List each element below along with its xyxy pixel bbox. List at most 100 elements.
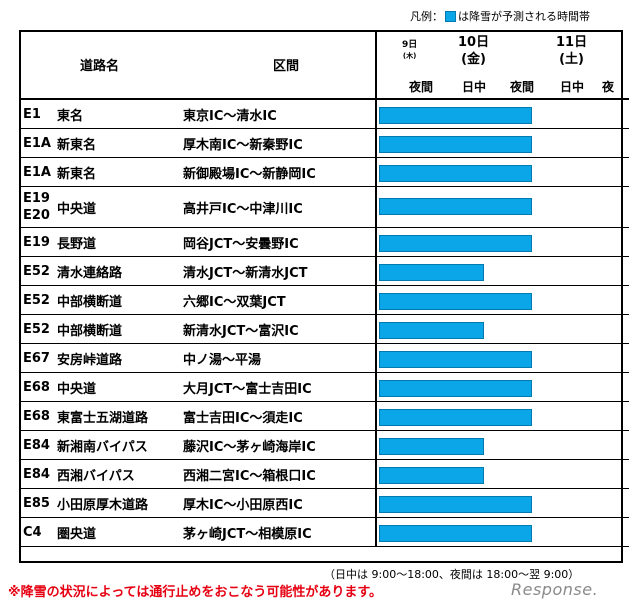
header-day10-weekday: (金) xyxy=(461,52,486,67)
table-row: E85 小田原厚木道路 厚木IC～小田原西IC xyxy=(19,488,629,518)
table-row: C4 圏央道 茅ヶ崎JCT～相模原IC xyxy=(19,517,629,547)
route-code: E84 xyxy=(19,430,57,460)
header-day11: 11日 (土) xyxy=(556,34,587,68)
snow-timeline-cell xyxy=(375,285,629,315)
snow-timeline-cell xyxy=(375,128,629,158)
route-code-text: E1A xyxy=(23,135,51,151)
road-name: 長野道 xyxy=(57,227,183,257)
road-name: 新東名 xyxy=(57,128,183,158)
snow-timeline-cell xyxy=(375,430,629,460)
table-row: E52 中部横断道 六郷IC～双葉JCT xyxy=(19,285,629,315)
road-section: 厚木南IC～新秦野IC xyxy=(183,128,376,158)
route-code-text: E19 xyxy=(23,191,50,206)
road-section: 新清水JCT～富沢IC xyxy=(183,314,376,344)
header-row xyxy=(19,30,629,100)
road-name: 東富士五湖道路 xyxy=(57,401,183,431)
route-code-text-secondary: E20 xyxy=(23,208,50,223)
table-row: E19 E20 中央道 高井戸IC～中津川IC xyxy=(19,186,629,228)
snow-timeline-cell xyxy=(375,256,629,286)
road-section: 中ノ湯～平湯 xyxy=(183,343,376,373)
snow-timeline-cell xyxy=(375,343,629,373)
route-code-text: E68 xyxy=(23,379,50,395)
road-name: 圏央道 xyxy=(57,517,183,547)
snow-timeline-cell xyxy=(375,314,629,344)
road-section: 六郷IC～双葉JCT xyxy=(183,285,376,315)
route-code: E19 xyxy=(19,227,57,257)
route-code: E84 xyxy=(19,459,57,489)
snow-timeline-cell xyxy=(375,401,629,431)
snow-timeline-cell xyxy=(375,517,629,547)
legend-prefix: 凡例： xyxy=(410,10,443,23)
snow-timeline-cell xyxy=(375,186,629,228)
road-section: 大月JCT～富士吉田IC xyxy=(183,372,376,402)
table-row: E84 新湘南バイパス 藤沢IC～茅ヶ崎海岸IC xyxy=(19,430,629,460)
snow-timeline-cell xyxy=(375,488,629,518)
snow-period-bar xyxy=(379,235,532,252)
route-code-text: E1A xyxy=(23,164,51,180)
road-name: 東名 xyxy=(57,99,183,129)
snow-period-bar xyxy=(379,165,532,182)
road-section: 藤沢IC～茅ヶ崎海岸IC xyxy=(183,430,376,460)
route-code: E52 xyxy=(19,314,57,344)
header-section: 区間 xyxy=(273,59,300,74)
route-code: E1A xyxy=(19,157,57,187)
closure-warning-note: ※降雪の状況によっては通行止めをおこなう可能性があります。 xyxy=(8,585,383,600)
route-code: E1 xyxy=(19,99,57,129)
table-row: E84 西湘バイパス 西湘二宮IC～箱根口IC xyxy=(19,459,629,489)
road-name: 新東名 xyxy=(57,157,183,187)
road-section: 東京IC～清水IC xyxy=(183,99,376,129)
header-period-5: 夜 xyxy=(602,80,615,94)
snow-period-bar xyxy=(379,198,532,215)
table-row: E52 清水連絡路 清水JCT～新清水JCT xyxy=(19,256,629,286)
road-section: 西湘二宮IC～箱根口IC xyxy=(183,459,376,489)
road-name: 清水連絡路 xyxy=(57,256,183,286)
snow-period-bar xyxy=(379,525,532,542)
snow-period-bar xyxy=(379,322,484,339)
table-row: E67 安房峠道路 中ノ湯～平湯 xyxy=(19,343,629,373)
snow-timeline-cell xyxy=(375,459,629,489)
route-code-text: E19 xyxy=(23,234,50,250)
legend-text: は降雪が予測される時間帯 xyxy=(458,10,590,23)
snow-timeline-cell xyxy=(375,227,629,257)
road-section: 茅ヶ崎JCT～相模原IC xyxy=(183,517,376,547)
route-code-text: E84 xyxy=(23,466,50,482)
header-day9-date: 9日 xyxy=(402,40,418,50)
route-code-text: E84 xyxy=(23,437,50,453)
header-period-3: 夜間 xyxy=(510,80,535,94)
table-row: E52 中部横断道 新清水JCT～富沢IC xyxy=(19,314,629,344)
road-section: 厚木IC～小田原西IC xyxy=(183,488,376,518)
road-section: 岡谷JCT～安曇野IC xyxy=(183,227,376,257)
header-period-1: 夜間 xyxy=(409,80,434,94)
table-row: E68 東富士五湖道路 富士吉田IC～須走IC xyxy=(19,401,629,431)
route-code: E1A xyxy=(19,128,57,158)
road-name: 中央道 xyxy=(57,372,183,402)
snow-timeline-cell xyxy=(375,157,629,187)
route-code-text: C4 xyxy=(23,524,42,540)
snow-period-bar xyxy=(379,438,484,455)
snow-timeline-cell xyxy=(375,372,629,402)
snow-forecast-table: E1 東名 東京IC～清水IC E1A 新東名 厚木南IC～新秦野IC E1A 新東名 新御殿場… xyxy=(19,30,629,547)
header-day9-weekday: (木) xyxy=(402,52,417,60)
header-day11-date: 11日 xyxy=(556,35,588,50)
road-name: 安房峠道路 xyxy=(57,343,183,373)
response-logo: Response. xyxy=(511,580,599,599)
route-code-text: E1 xyxy=(23,106,41,122)
road-section: 富士吉田IC～須走IC xyxy=(183,401,376,431)
road-name: 小田原厚木道路 xyxy=(57,488,183,518)
road-section: 高井戸IC～中津川IC xyxy=(183,186,376,228)
route-code-text: E68 xyxy=(23,408,50,424)
legend: 凡例： は降雪が予測される時間帯 xyxy=(410,8,590,24)
route-code: E67 xyxy=(19,343,57,373)
header-period-4: 日中 xyxy=(560,80,585,94)
header-period-2: 日中 xyxy=(462,80,487,94)
table-row: E19 長野道 岡谷JCT～安曇野IC xyxy=(19,227,629,257)
route-code-text: E52 xyxy=(23,263,50,279)
route-code-text: E67 xyxy=(23,350,50,366)
road-name: 中央道 xyxy=(57,186,183,228)
route-code-text: E52 xyxy=(23,292,50,308)
route-code: E68 xyxy=(19,401,57,431)
snow-period-bar xyxy=(379,136,532,153)
snow-period-bar xyxy=(379,293,532,310)
route-code-text: E85 xyxy=(23,495,50,511)
snow-period-bar xyxy=(379,496,532,513)
